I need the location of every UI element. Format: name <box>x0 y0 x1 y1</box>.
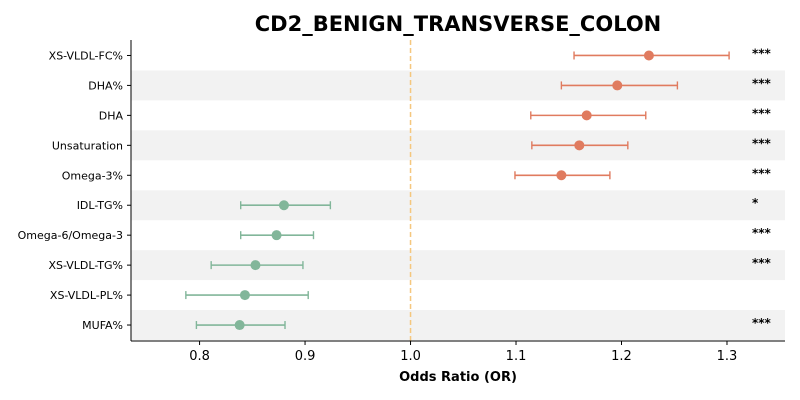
y-tick-label: Omega-3% <box>62 169 123 182</box>
or-point-0 <box>643 50 654 61</box>
y-tick-label: DHA% <box>88 79 123 92</box>
x-tick-label: 1.2 <box>611 349 632 364</box>
y-tick-label: XS-VLDL-PL% <box>50 289 123 302</box>
or-point-8 <box>239 290 250 301</box>
y-tick-label: Unsaturation <box>52 139 123 152</box>
row-band <box>131 190 785 221</box>
or-point-2 <box>581 110 592 121</box>
significance-label: *** <box>752 106 772 120</box>
x-tick-label: 1.1 <box>506 349 527 364</box>
significance-label: *** <box>752 46 772 60</box>
chart-title: CD2_BENIGN_TRANSVERSE_COLON <box>255 12 662 36</box>
x-tick-label: 1.3 <box>717 349 738 364</box>
x-tick-label: 0.9 <box>295 349 316 364</box>
or-point-6 <box>271 230 282 241</box>
row-band <box>131 70 785 101</box>
y-tick-label: DHA <box>99 109 124 122</box>
y-tick-label: XS-VLDL-FC% <box>49 49 123 62</box>
significance-label: *** <box>752 316 772 330</box>
significance-label: *** <box>752 256 772 270</box>
or-point-4 <box>556 170 567 181</box>
significance-label: * <box>752 196 759 210</box>
row-bands <box>131 70 785 341</box>
significance-label: *** <box>752 166 772 180</box>
significance-label: *** <box>752 76 772 90</box>
x-axis-label: Odds Ratio (OR) <box>399 370 517 385</box>
plot-area: XS-VLDL-FC% *** DHA% *** DHA *** Unsaturation *… <box>18 40 785 364</box>
or-point-7 <box>250 260 261 271</box>
row-band <box>131 130 785 161</box>
y-tick-label: XS-VLDL-TG% <box>48 259 123 272</box>
or-point-5 <box>278 200 289 211</box>
x-tick-label: 1.0 <box>400 349 421 364</box>
significance-label: *** <box>752 226 772 240</box>
y-tick-label: Omega-6/Omega-3 <box>18 229 123 242</box>
x-tick-label: 0.8 <box>189 349 210 364</box>
y-tick-label: IDL-TG% <box>77 199 123 212</box>
or-point-9 <box>234 320 245 331</box>
or-point-1 <box>612 80 623 91</box>
y-tick-label: MUFA% <box>82 319 123 332</box>
significance-label: *** <box>752 136 772 150</box>
or-point-3 <box>574 140 585 151</box>
